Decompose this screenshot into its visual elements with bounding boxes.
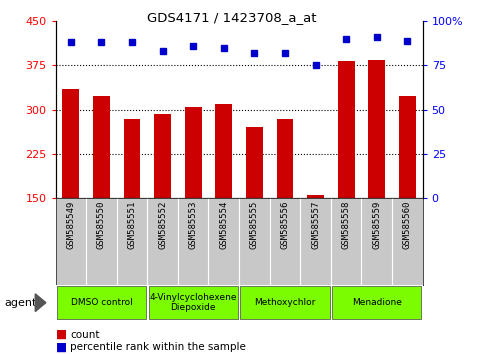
Text: GSM585549: GSM585549 xyxy=(66,201,75,249)
Text: GSM585552: GSM585552 xyxy=(158,201,167,249)
Bar xyxy=(124,119,141,198)
Bar xyxy=(185,107,201,198)
Bar xyxy=(277,119,293,198)
Text: GSM585560: GSM585560 xyxy=(403,201,412,249)
Text: ■: ■ xyxy=(56,341,67,353)
Text: GSM585550: GSM585550 xyxy=(97,201,106,249)
Bar xyxy=(307,195,324,198)
Bar xyxy=(332,286,421,319)
Text: GSM585559: GSM585559 xyxy=(372,201,381,249)
Text: GSM585554: GSM585554 xyxy=(219,201,228,249)
Text: GSM585556: GSM585556 xyxy=(281,201,289,249)
Text: percentile rank within the sample: percentile rank within the sample xyxy=(70,342,246,352)
Text: GSM585553: GSM585553 xyxy=(189,201,198,249)
Bar xyxy=(57,286,146,319)
Bar xyxy=(338,61,355,198)
Bar xyxy=(62,89,79,198)
Text: GSM585558: GSM585558 xyxy=(341,201,351,249)
Text: Methoxychlor: Methoxychlor xyxy=(254,298,316,307)
Text: GSM585551: GSM585551 xyxy=(128,201,137,249)
Bar xyxy=(241,286,329,319)
Text: DMSO control: DMSO control xyxy=(71,298,132,307)
Polygon shape xyxy=(35,294,46,312)
Text: 4-Vinylcyclohexene
Diepoxide: 4-Vinylcyclohexene Diepoxide xyxy=(149,293,237,312)
Bar xyxy=(246,127,263,198)
Text: GSM585557: GSM585557 xyxy=(311,201,320,249)
Text: Menadione: Menadione xyxy=(352,298,402,307)
Text: GDS4171 / 1423708_a_at: GDS4171 / 1423708_a_at xyxy=(147,11,316,24)
Bar xyxy=(154,114,171,198)
Text: GSM585555: GSM585555 xyxy=(250,201,259,249)
Text: ■: ■ xyxy=(56,328,67,341)
Bar xyxy=(369,59,385,198)
Text: count: count xyxy=(70,330,99,339)
Bar xyxy=(149,286,238,319)
Text: agent: agent xyxy=(5,298,37,308)
Bar xyxy=(215,104,232,198)
Bar xyxy=(93,96,110,198)
Bar xyxy=(399,96,416,198)
